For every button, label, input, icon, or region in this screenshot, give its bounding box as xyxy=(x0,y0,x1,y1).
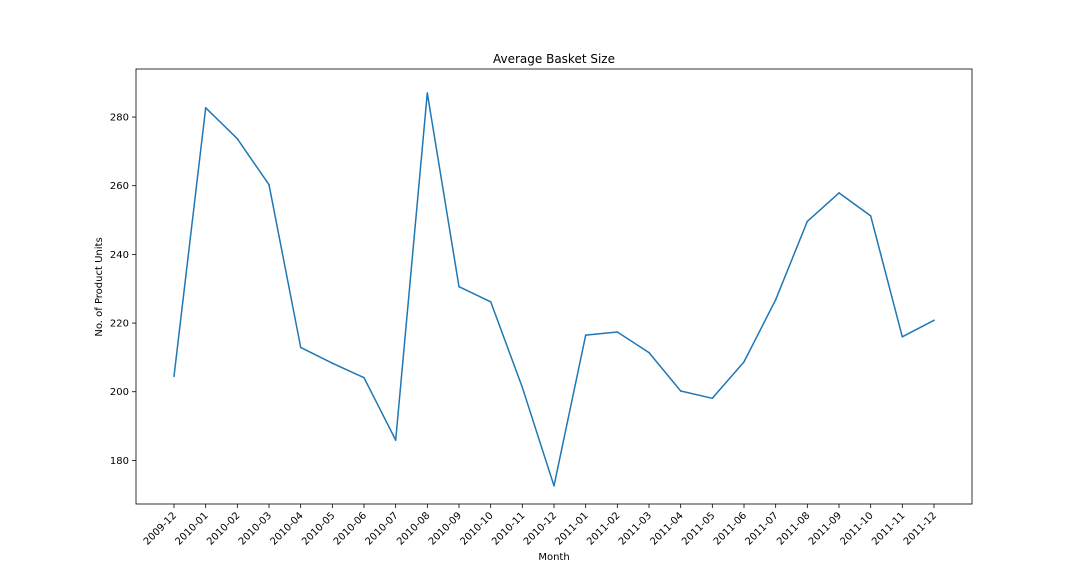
data-point xyxy=(616,331,619,333)
data-point xyxy=(331,362,334,365)
y-tick-label: 240 xyxy=(110,250,129,261)
x-tick-label: 2011-03 xyxy=(617,510,654,547)
x-tick-label: 2010-02 xyxy=(205,510,242,547)
y-tick-label: 260 xyxy=(110,181,129,192)
x-tick-label: 2010-01 xyxy=(173,510,210,547)
data-point xyxy=(426,92,429,94)
chart-title: Average Basket Size xyxy=(493,52,615,66)
x-axis: 2009-122010-012010-022010-032010-042010-… xyxy=(142,504,939,548)
data-point xyxy=(394,439,397,441)
x-tick-label: 2011-01 xyxy=(553,510,590,547)
x-tick-label: 2010-09 xyxy=(427,510,464,547)
x-tick-label: 2011-09 xyxy=(807,510,844,547)
data-point xyxy=(363,376,365,379)
x-tick-label: 2011-06 xyxy=(712,510,749,547)
x-tick-label: 2011-02 xyxy=(585,510,622,547)
x-tick-label: 2010-11 xyxy=(490,510,527,547)
y-tick-label: 200 xyxy=(110,387,129,398)
x-tick-label: 2010-06 xyxy=(332,510,369,547)
data-point xyxy=(204,106,207,109)
data-point xyxy=(458,285,460,288)
data-point xyxy=(711,397,714,400)
x-tick-label: 2010-10 xyxy=(458,510,495,547)
x-axis-title: Month xyxy=(538,552,569,563)
x-tick-label: 2010-08 xyxy=(395,510,432,547)
data-point xyxy=(648,351,650,354)
x-tick-label: 2011-11 xyxy=(870,510,907,547)
x-tick-label: 2010-12 xyxy=(522,510,559,547)
y-axis-title: No. of Product Units xyxy=(94,237,105,336)
x-tick-label: 2010-05 xyxy=(300,510,337,547)
data-point xyxy=(774,298,777,301)
x-tick-label: 2009-12 xyxy=(142,510,179,547)
x-tick-label: 2011-12 xyxy=(902,510,939,547)
x-tick-label: 2010-04 xyxy=(268,510,305,547)
data-point xyxy=(743,361,745,363)
data-point xyxy=(806,220,809,223)
data-point xyxy=(489,300,492,303)
x-tick-label: 2010-07 xyxy=(363,510,400,547)
data-point xyxy=(679,390,682,392)
data-point xyxy=(933,319,935,322)
data-point xyxy=(901,335,904,338)
x-tick-label: 2011-10 xyxy=(838,510,875,547)
x-tick-label: 2010-03 xyxy=(237,510,274,547)
data-point xyxy=(521,386,524,389)
y-tick-label: 220 xyxy=(110,319,129,330)
x-tick-label: 2011-07 xyxy=(743,510,780,547)
y-tick-label: 280 xyxy=(110,113,129,124)
data-point xyxy=(268,183,270,186)
data-point xyxy=(584,334,587,336)
data-point xyxy=(838,192,840,194)
plot-area xyxy=(135,68,973,505)
y-tick-label: 180 xyxy=(110,456,129,467)
data-point xyxy=(553,485,555,487)
series-layer xyxy=(173,92,935,487)
y-axis: 180 200 220 240 260 280 xyxy=(110,113,136,467)
data-point xyxy=(299,346,302,349)
x-tick-label: 2011-04 xyxy=(648,510,685,547)
x-tick-label: 2011-08 xyxy=(775,510,812,547)
data-point xyxy=(173,375,175,378)
data-point xyxy=(869,215,872,217)
x-tick-label: 2011-05 xyxy=(680,510,717,547)
data-point xyxy=(236,137,239,140)
